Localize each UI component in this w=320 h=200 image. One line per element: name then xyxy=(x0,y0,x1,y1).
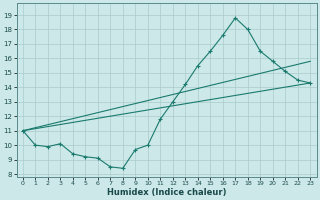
X-axis label: Humidex (Indice chaleur): Humidex (Indice chaleur) xyxy=(107,188,226,197)
